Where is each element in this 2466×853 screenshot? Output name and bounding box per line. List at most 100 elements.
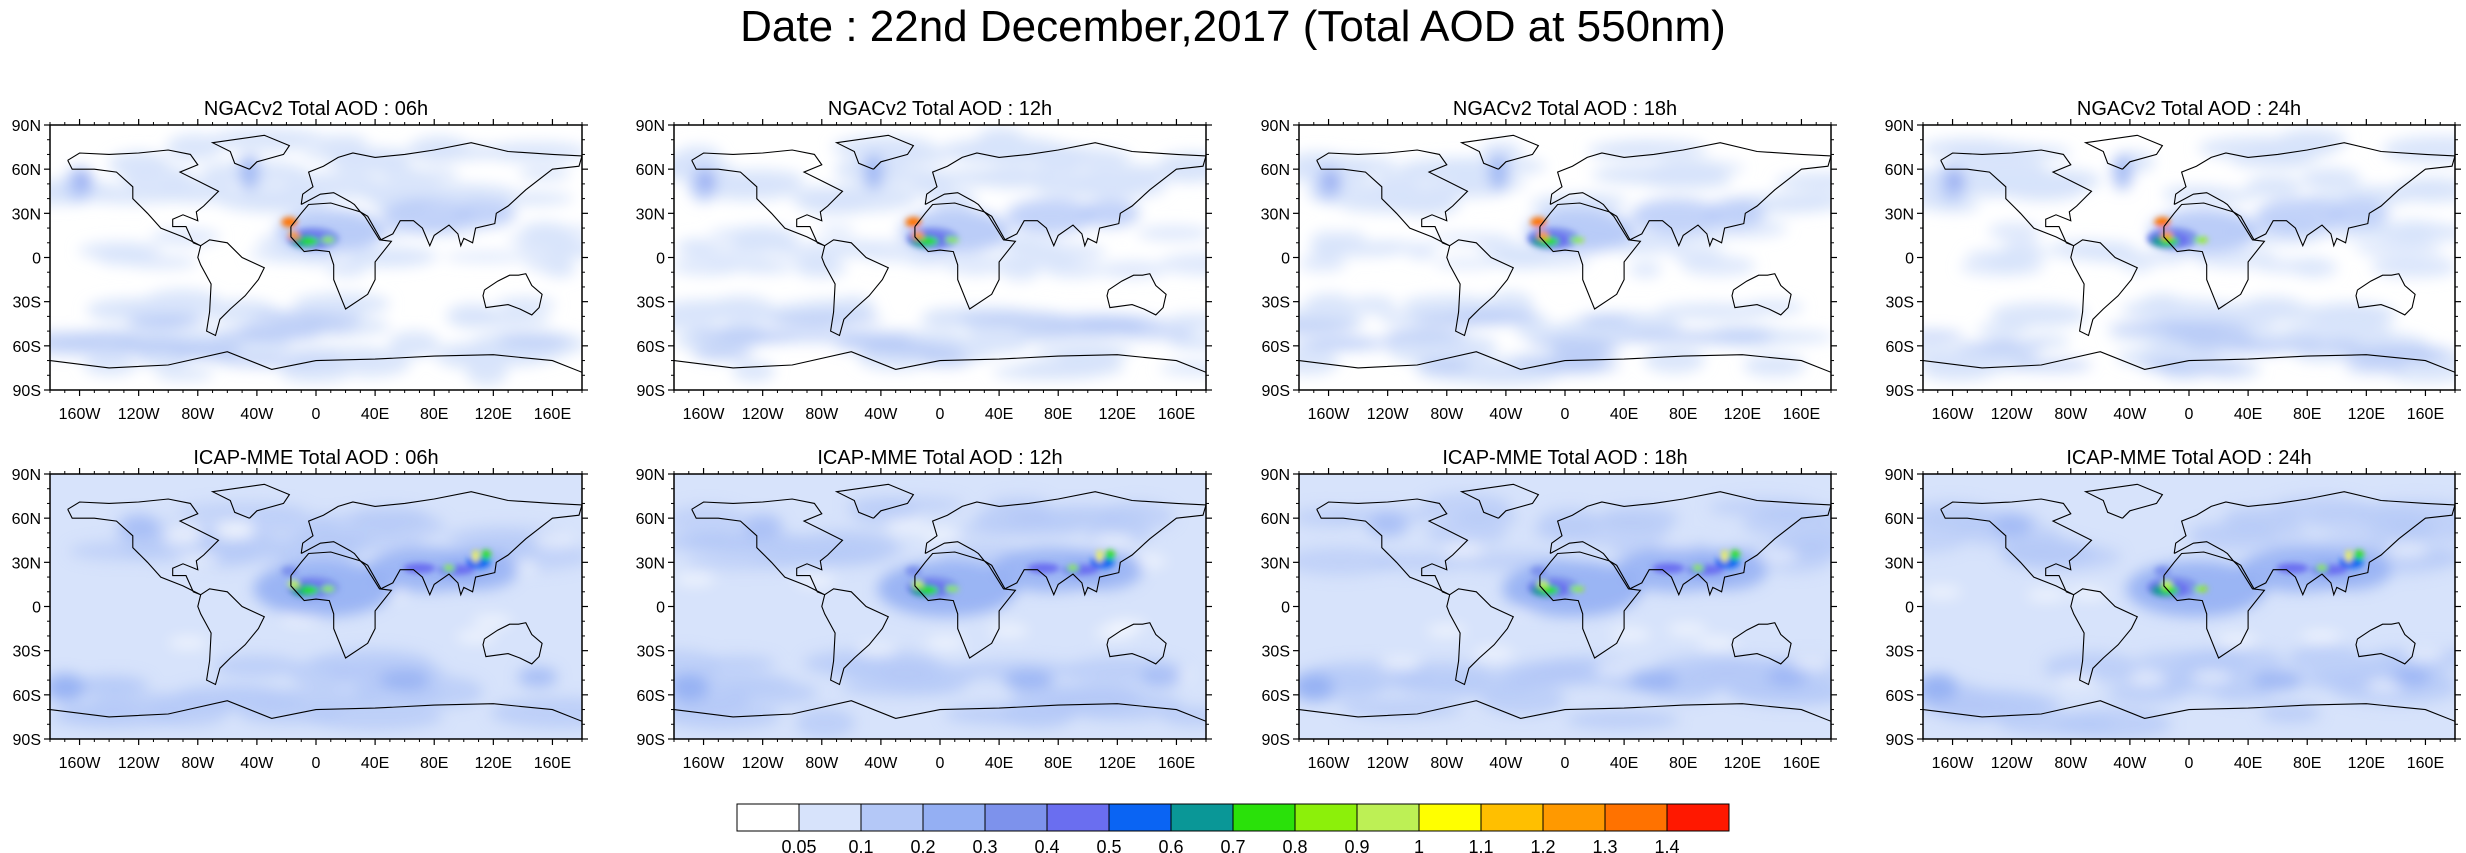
panel-title: NGACv2 Total AOD : 06h	[204, 98, 428, 120]
colorbar-swatch	[1294, 803, 1358, 832]
colorbar-swatch	[1542, 803, 1606, 832]
lon-label: 0	[936, 755, 945, 772]
lat-label: 90N	[636, 118, 665, 135]
lat-label: 90N	[12, 118, 41, 135]
lon-label: 160W	[1308, 755, 1351, 772]
colorbar-label: 0.2	[910, 837, 935, 853]
lat-label: 90S	[1886, 383, 1914, 400]
map-panel: NGACv2 Total AOD : 12h 90N 60N 30N 0 30S 60S 90…	[636, 98, 1212, 423]
lon-label: 120W	[742, 406, 785, 423]
lat-label: 30S	[1886, 644, 1914, 661]
lon-label: 0	[936, 406, 945, 423]
lat-label: 90N	[1261, 467, 1290, 484]
aod-field	[674, 474, 1206, 739]
lon-label: 120E	[1724, 406, 1761, 423]
lon-label: 80W	[805, 406, 839, 423]
lat-label: 0	[1905, 251, 1914, 268]
lat-label: 30S	[1262, 295, 1290, 312]
aod-hotspot	[1527, 217, 1584, 250]
lat-label: 60S	[13, 339, 41, 356]
lon-label: 0	[1561, 755, 1570, 772]
colorbar-label: 0.5	[1096, 837, 1121, 853]
colorbar-swatch	[1232, 803, 1296, 832]
lon-label: 80W	[181, 406, 215, 423]
lon-label: 160W	[59, 406, 102, 423]
lon-label: 40E	[2234, 755, 2262, 772]
panel-title: NGACv2 Total AOD : 24h	[2077, 98, 2301, 120]
colorbar-swatch	[922, 803, 986, 832]
lon-label: 40W	[2113, 755, 2147, 772]
lon-label: 80W	[2054, 406, 2088, 423]
colorbar-label: 0.3	[972, 837, 997, 853]
aod-field	[50, 125, 582, 390]
lat-label: 30S	[1886, 295, 1914, 312]
lon-label: 40W	[1489, 755, 1523, 772]
lon-label: 160E	[534, 755, 571, 772]
coastlines	[1299, 134, 1831, 373]
map-panel: NGACv2 Total AOD : 06h 90N 60N 30N 0 30S 60S 90…	[12, 98, 588, 423]
lat-label: 60N	[12, 511, 41, 528]
lon-label: 80E	[1669, 755, 1697, 772]
lat-label: 60N	[636, 162, 665, 179]
coastlines	[674, 134, 1206, 373]
map-panel: ICAP-MME Total AOD : 12h 90N 60N 30N 0 30S 60S…	[636, 447, 1212, 772]
colorbar-label: 0.7	[1220, 837, 1245, 853]
lon-label: 160W	[683, 755, 726, 772]
lat-label: 0	[1905, 600, 1914, 617]
aod-field	[50, 474, 582, 739]
panel-title: NGACv2 Total AOD : 18h	[1453, 98, 1677, 120]
lon-label: 40E	[1610, 406, 1638, 423]
lon-label: 40E	[985, 406, 1013, 423]
lon-label: 80E	[2293, 755, 2321, 772]
coastlines	[50, 134, 582, 373]
colorbar-swatch	[1108, 803, 1172, 832]
lon-label: 40W	[240, 755, 274, 772]
lat-label: 0	[1281, 251, 1290, 268]
aod-field	[1923, 474, 2455, 739]
lat-label: 30N	[12, 206, 41, 223]
colorbar-label: 1.4	[1654, 837, 1679, 853]
lon-label: 120E	[475, 406, 512, 423]
lon-label: 160W	[1308, 406, 1351, 423]
lat-label: 30S	[1262, 644, 1290, 661]
aod-field	[1299, 474, 1831, 739]
lat-label: 60N	[1261, 162, 1290, 179]
lat-label: 90S	[1262, 732, 1290, 749]
lon-label: 120W	[1991, 406, 2034, 423]
lat-label: 60S	[637, 339, 665, 356]
aod-field	[1923, 125, 2455, 390]
lat-label: 90S	[13, 383, 41, 400]
lon-label: 160E	[2407, 406, 2444, 423]
map-panel: ICAP-MME Total AOD : 24h 90N 60N 30N 0 30S 60S…	[1885, 447, 2461, 772]
lon-label: 40E	[361, 406, 389, 423]
lat-label: 30N	[1261, 555, 1290, 572]
lon-label: 120W	[1991, 755, 2034, 772]
lon-label: 120E	[1099, 406, 1136, 423]
panel-title: ICAP-MME Total AOD : 06h	[193, 447, 438, 469]
coastlines	[50, 483, 582, 722]
lat-label: 60N	[1885, 162, 1914, 179]
lon-label: 80E	[420, 406, 448, 423]
lat-label: 90S	[637, 383, 665, 400]
colorbar-swatch	[1480, 803, 1544, 832]
colorbar-swatch	[1666, 803, 1730, 832]
map-panel: NGACv2 Total AOD : 18h 90N 60N 30N 0 30S 60S 90…	[1261, 98, 1837, 423]
lon-label: 120W	[118, 406, 161, 423]
lat-label: 90N	[12, 467, 41, 484]
lon-label: 0	[1561, 406, 1570, 423]
map-panel: NGACv2 Total AOD : 24h 90N 60N 30N 0 30S 60S 90…	[1885, 98, 2461, 423]
lat-label: 30S	[637, 644, 665, 661]
colorbar-label: 0.05	[781, 837, 816, 853]
lat-label: 90N	[1885, 467, 1914, 484]
lon-label: 80W	[805, 755, 839, 772]
lon-label: 40E	[985, 755, 1013, 772]
lon-label: 40W	[864, 406, 898, 423]
lon-label: 40W	[2113, 406, 2147, 423]
colorbar-swatch	[1046, 803, 1110, 832]
lat-label: 30N	[636, 206, 665, 223]
lat-label: 90N	[1261, 118, 1290, 135]
lat-label: 90N	[636, 467, 665, 484]
lon-label: 80E	[420, 755, 448, 772]
colorbar-label: 1.2	[1530, 837, 1555, 853]
lon-label: 120E	[475, 755, 512, 772]
